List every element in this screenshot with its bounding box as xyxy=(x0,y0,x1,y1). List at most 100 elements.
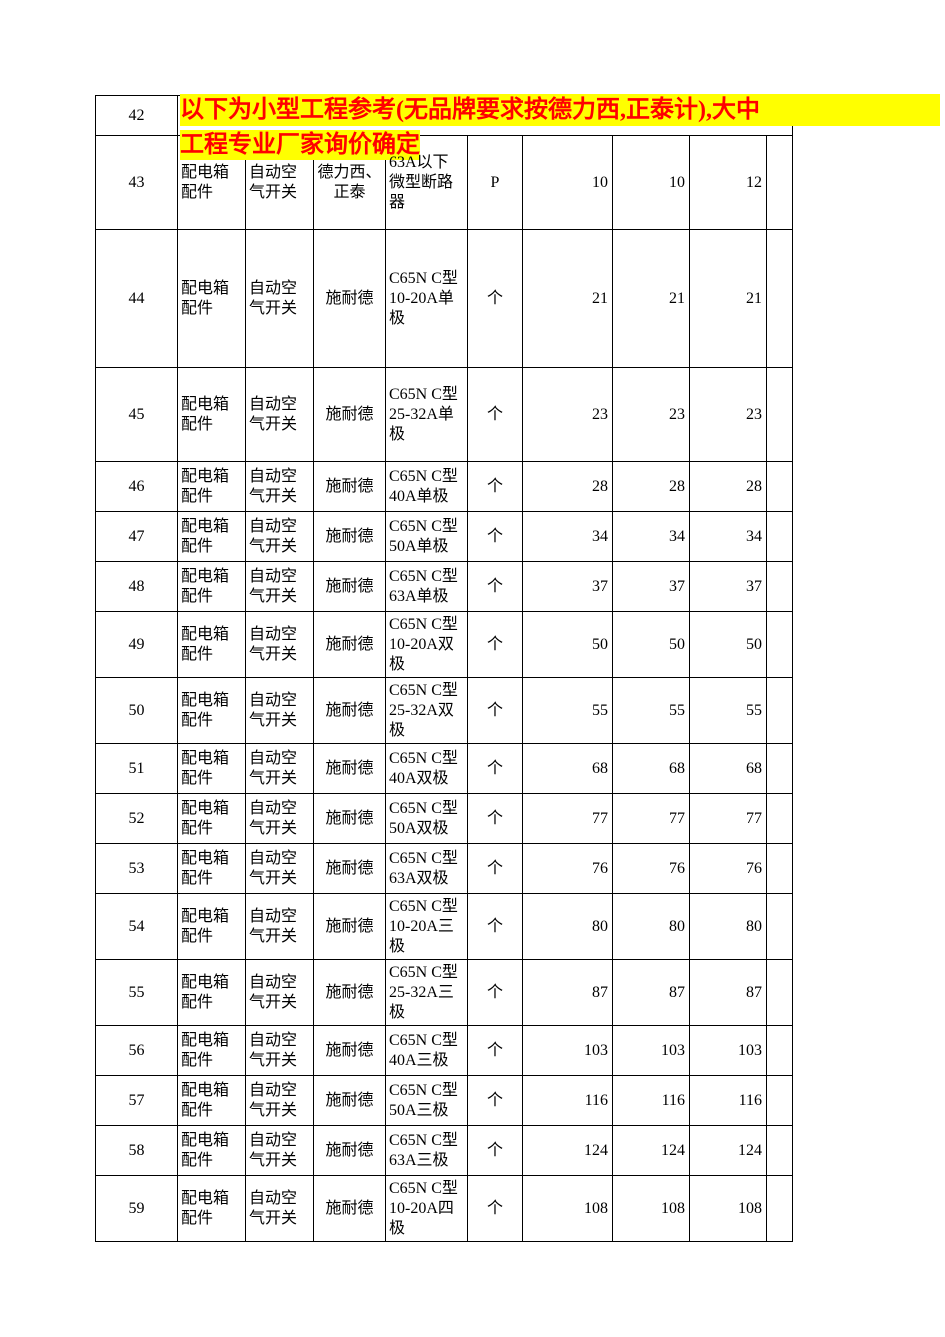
price2-cell: 77 xyxy=(613,794,690,844)
unit-cell: 个 xyxy=(468,744,523,794)
price2-cell: 116 xyxy=(613,1076,690,1126)
brand-cell: 施耐德 xyxy=(314,794,386,844)
category-cell: 配电箱配件 xyxy=(178,1026,246,1076)
spec-cell: C65N C型25-32A双极 xyxy=(386,678,468,744)
row-index: 46 xyxy=(96,462,178,512)
spec-cell: C65N C型10-20A双极 xyxy=(386,612,468,678)
name-cell: 自动空气开关 xyxy=(246,512,314,562)
table-row: 56配电箱配件自动空气开关施耐德C65N C型40A三极个103103103 xyxy=(96,1026,793,1076)
price3-cell: 23 xyxy=(690,368,767,462)
price2-cell: 23 xyxy=(613,368,690,462)
extra-cell xyxy=(767,1076,793,1126)
category-cell: 配电箱配件 xyxy=(178,1176,246,1242)
table-row: 46配电箱配件自动空气开关施耐德C65N C型40A单极个282828 xyxy=(96,462,793,512)
price2-cell: 80 xyxy=(613,894,690,960)
category-cell: 配电箱配件 xyxy=(178,1076,246,1126)
table-row: 42以下为小型工程参考(无品牌要求按德力西,正泰计),大中 xyxy=(96,96,793,136)
row-index: 58 xyxy=(96,1126,178,1176)
table-row: 51配电箱配件自动空气开关施耐德C65N C型40A双极个686868 xyxy=(96,744,793,794)
price1-cell: 34 xyxy=(523,512,613,562)
price1-cell: 23 xyxy=(523,368,613,462)
price1-cell: 87 xyxy=(523,960,613,1026)
price2-cell: 103 xyxy=(613,1026,690,1076)
price3-cell: 12 xyxy=(690,136,767,230)
extra-cell xyxy=(767,960,793,1026)
category-cell: 配电箱配件 xyxy=(178,844,246,894)
price2-cell: 76 xyxy=(613,844,690,894)
extra-cell xyxy=(767,612,793,678)
unit-cell: 个 xyxy=(468,230,523,368)
price1-cell: 124 xyxy=(523,1126,613,1176)
table-row: 54配电箱配件自动空气开关施耐德C65N C型10-20A三极个808080 xyxy=(96,894,793,960)
price1-cell: 77 xyxy=(523,794,613,844)
extra-cell xyxy=(767,562,793,612)
unit-cell: 个 xyxy=(468,1126,523,1176)
extra-cell xyxy=(767,462,793,512)
unit-cell: 个 xyxy=(468,1076,523,1126)
row-index: 53 xyxy=(96,844,178,894)
category-cell: 配电箱配件 xyxy=(178,462,246,512)
spec-cell: C65N C型63A双极 xyxy=(386,844,468,894)
spec-cell: C65N C型10-20A四极 xyxy=(386,1176,468,1242)
category-text: 配电箱配件 xyxy=(181,164,229,201)
name-cell: 自动空气开关 xyxy=(246,794,314,844)
brand-cell: 德力西、正泰 xyxy=(314,136,386,230)
name-cell: 自动空气开关 xyxy=(246,462,314,512)
table-row: 58配电箱配件自动空气开关施耐德C65N C型63A三极个124124124 xyxy=(96,1126,793,1176)
table-row: 44配电箱配件自动空气开关施耐德C65N C型10-20A单极个212121 xyxy=(96,230,793,368)
extra-cell xyxy=(767,1126,793,1176)
category-cell: 配电箱配件 xyxy=(178,230,246,368)
price2-cell: 50 xyxy=(613,612,690,678)
price2-cell: 34 xyxy=(613,512,690,562)
row-index: 55 xyxy=(96,960,178,1026)
name-cell: 自动空气开关 xyxy=(246,678,314,744)
extra-cell xyxy=(767,368,793,462)
price3-cell: 103 xyxy=(690,1026,767,1076)
brand-cell: 施耐德 xyxy=(314,462,386,512)
spec-cell: C65N C型63A单极 xyxy=(386,562,468,612)
banner-cell: 以下为小型工程参考(无品牌要求按德力西,正泰计),大中 xyxy=(178,96,793,136)
unit-cell: 个 xyxy=(468,844,523,894)
extra-cell xyxy=(767,744,793,794)
price3-cell: 28 xyxy=(690,462,767,512)
row-index: 56 xyxy=(96,1026,178,1076)
banner-text-line1: 以下为小型工程参考(无品牌要求按德力西,正泰计),大中 xyxy=(180,94,940,126)
row-index: 45 xyxy=(96,368,178,462)
table-row: 53配电箱配件自动空气开关施耐德C65N C型63A双极个767676 xyxy=(96,844,793,894)
row-index: 51 xyxy=(96,744,178,794)
unit-cell: 个 xyxy=(468,894,523,960)
table-row: 52配电箱配件自动空气开关施耐德C65N C型50A双极个777777 xyxy=(96,794,793,844)
price1-cell: 108 xyxy=(523,1176,613,1242)
unit-cell: 个 xyxy=(468,1026,523,1076)
row-index: 54 xyxy=(96,894,178,960)
table-row: 48配电箱配件自动空气开关施耐德C65N C型63A单极个373737 xyxy=(96,562,793,612)
price3-cell: 50 xyxy=(690,612,767,678)
price3-cell: 55 xyxy=(690,678,767,744)
name-cell: 自动空气开关 xyxy=(246,744,314,794)
extra-cell xyxy=(767,894,793,960)
row-index: 48 xyxy=(96,562,178,612)
row-index: 59 xyxy=(96,1176,178,1242)
row-index: 57 xyxy=(96,1076,178,1126)
name-cell: 自动空气开关 xyxy=(246,612,314,678)
price-table: 42以下为小型工程参考(无品牌要求按德力西,正泰计),大中43工程专业厂家询价确… xyxy=(95,95,793,1242)
table-row: 49配电箱配件自动空气开关施耐德C65N C型10-20A双极个505050 xyxy=(96,612,793,678)
category-cell: 配电箱配件 xyxy=(178,678,246,744)
extra-cell xyxy=(767,1026,793,1076)
price1-cell: 116 xyxy=(523,1076,613,1126)
price2-cell: 28 xyxy=(613,462,690,512)
table-row: 47配电箱配件自动空气开关施耐德C65N C型50A单极个343434 xyxy=(96,512,793,562)
brand-cell: 施耐德 xyxy=(314,562,386,612)
name-cell: 自动空气开关 xyxy=(246,368,314,462)
price3-cell: 21 xyxy=(690,230,767,368)
brand-cell: 施耐德 xyxy=(314,612,386,678)
row-index: 42 xyxy=(96,96,178,136)
extra-cell xyxy=(767,230,793,368)
row-index: 44 xyxy=(96,230,178,368)
spec-cell: C65N C型63A三极 xyxy=(386,1126,468,1176)
category-cell: 配电箱配件 xyxy=(178,368,246,462)
price1-cell: 76 xyxy=(523,844,613,894)
extra-cell xyxy=(767,136,793,230)
row-index: 43 xyxy=(96,136,178,230)
extra-cell xyxy=(767,678,793,744)
